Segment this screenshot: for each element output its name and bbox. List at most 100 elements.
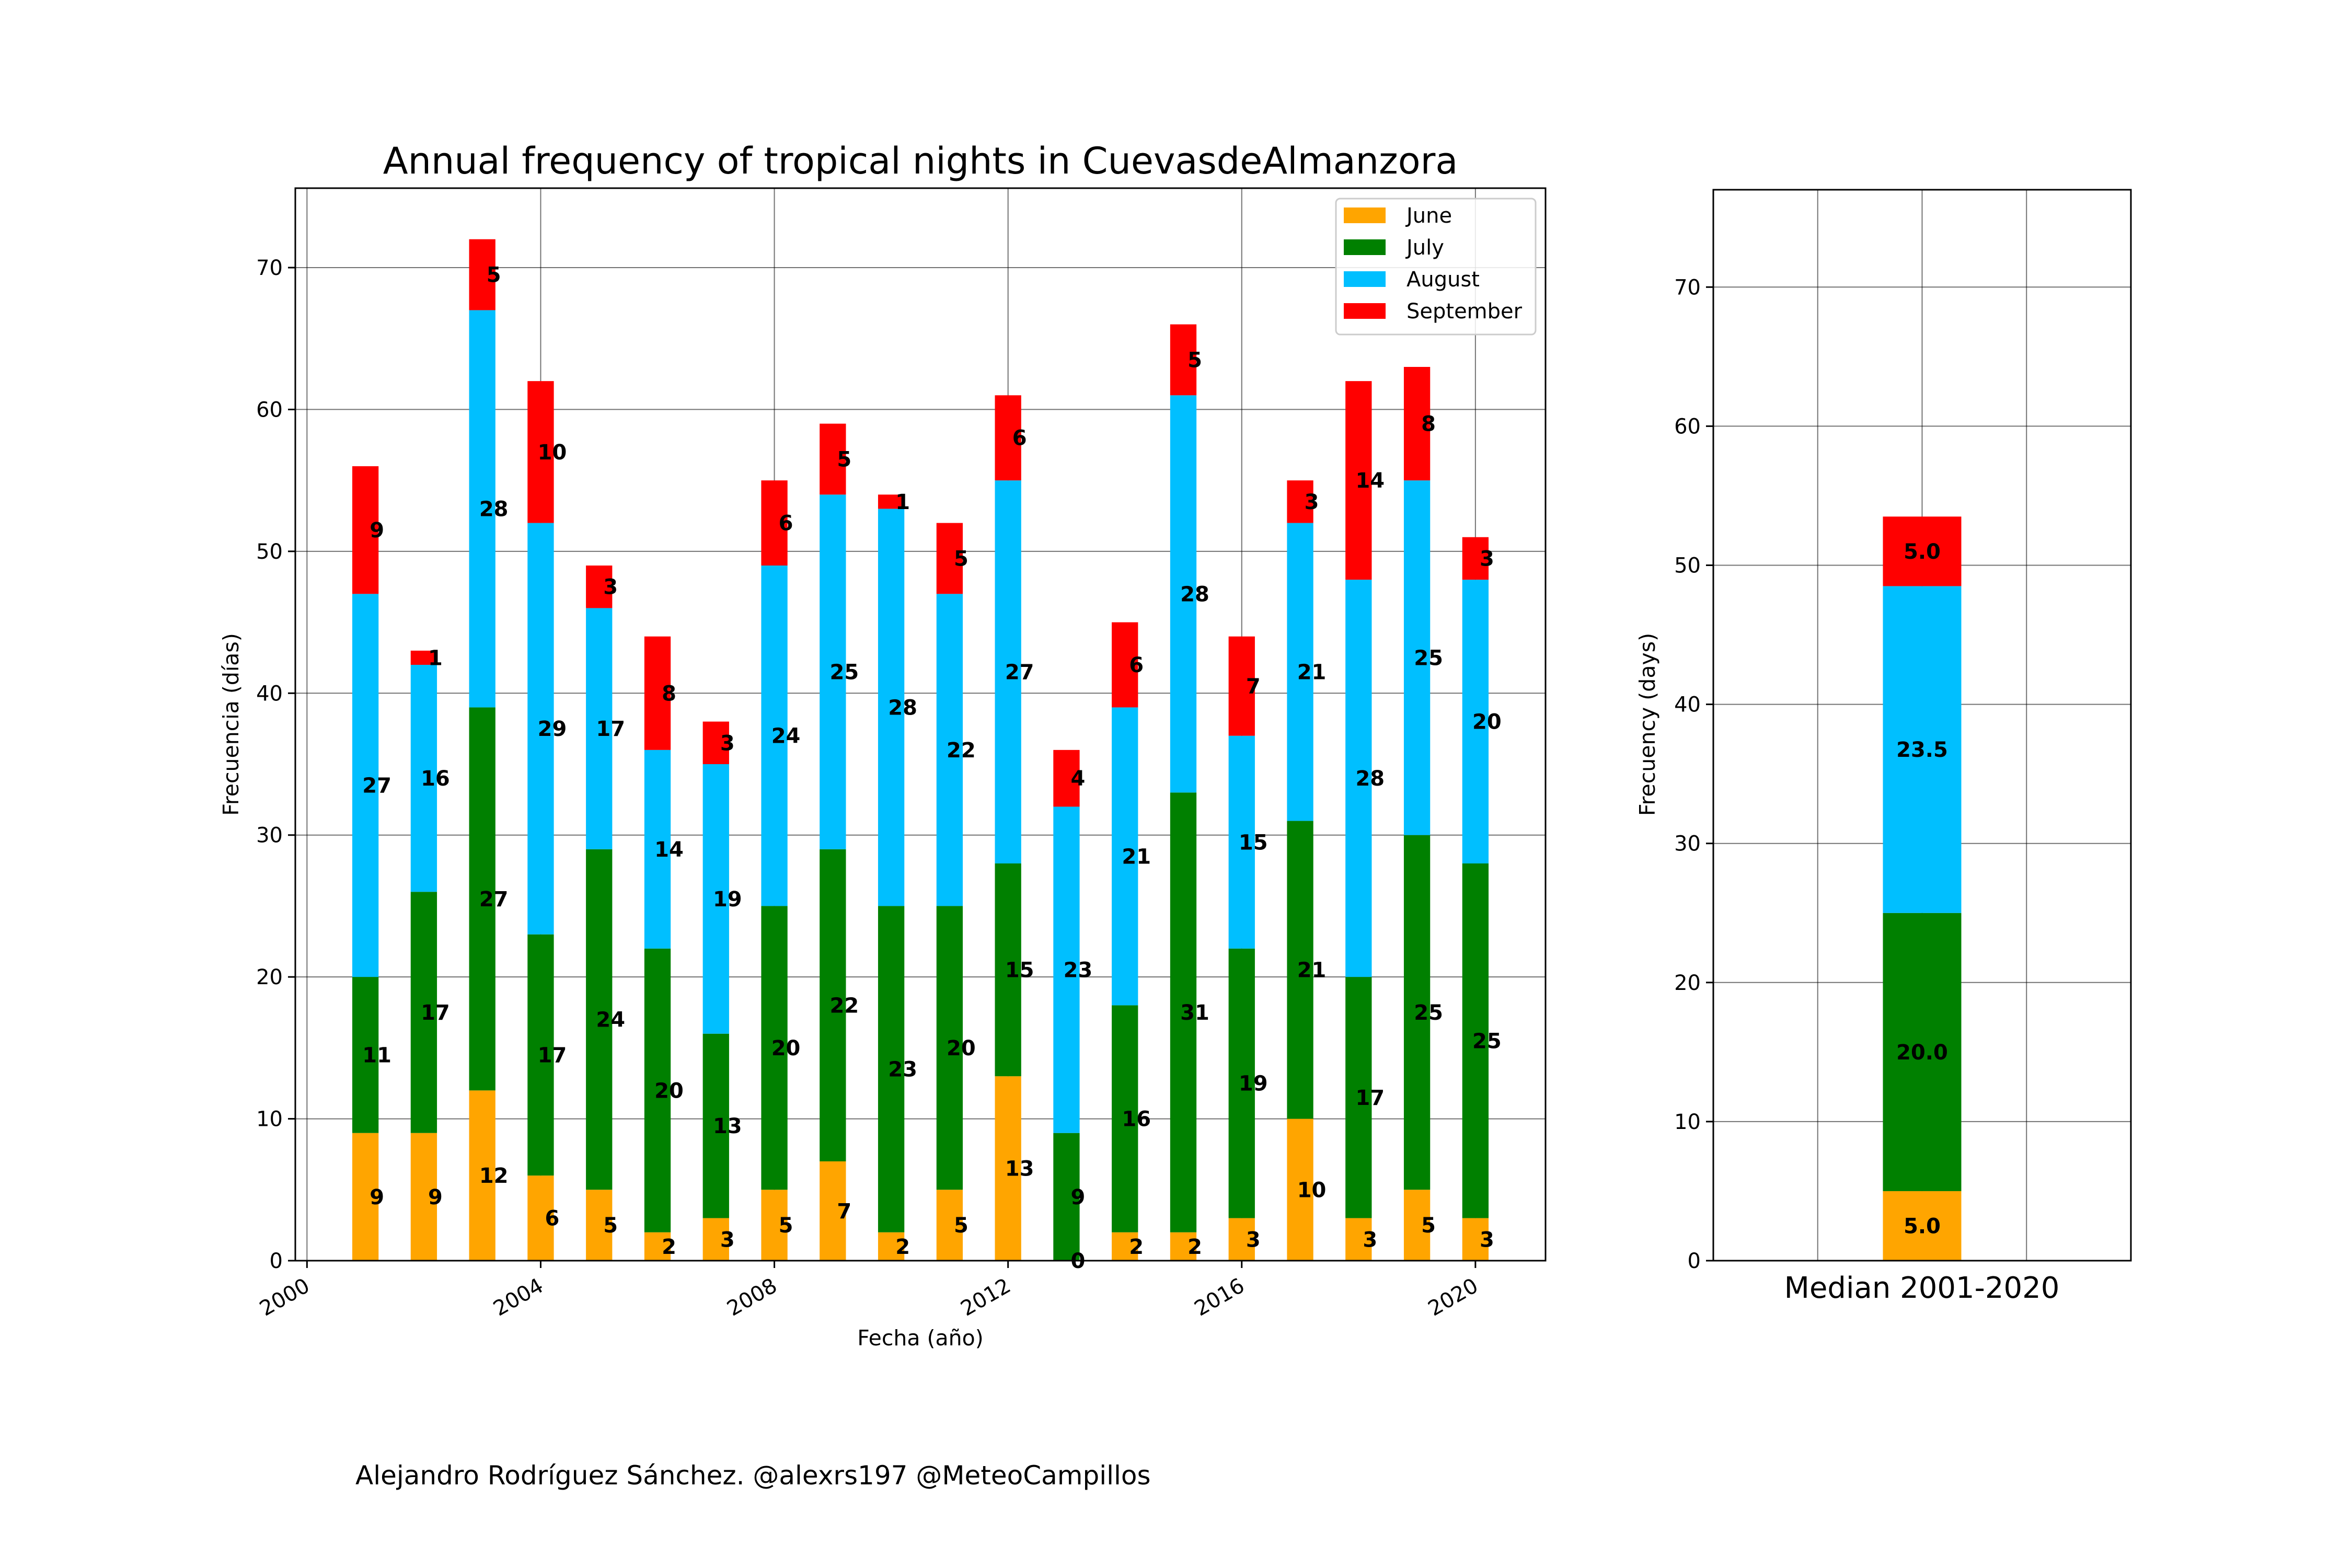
data-label-2013-august: 23: [1064, 959, 1093, 983]
main-bars: [352, 239, 1489, 1261]
data-label-2009-june: 7: [837, 1200, 851, 1224]
main-y-tick-label-20: 20: [256, 965, 283, 989]
median-y-tick-label-70: 70: [1674, 275, 1701, 299]
bar-2004-august: [527, 523, 554, 935]
data-label-2017-september: 3: [1305, 490, 1319, 514]
data-label-2012-september: 6: [1012, 426, 1027, 451]
median-bar-september: [1883, 516, 1962, 586]
bar-2001-september: [352, 466, 379, 594]
bar-2006-august: [644, 750, 671, 949]
data-label-2003-september: 5: [487, 263, 501, 287]
bar-2011-august: [936, 594, 963, 906]
bar-2016-july: [1228, 948, 1255, 1218]
data-label-2009-august: 25: [830, 661, 859, 685]
legend-label-september: September: [1406, 299, 1523, 324]
bar-2012-august: [995, 480, 1021, 863]
bar-2005-september: [586, 566, 613, 608]
bar-2018-september: [1345, 381, 1372, 580]
bar-2016-june: [1228, 1218, 1255, 1261]
data-label-2002-august: 16: [421, 767, 450, 791]
data-label-2012-june: 13: [1005, 1157, 1034, 1181]
data-label-2007-june: 3: [720, 1228, 735, 1252]
bar-2005-august: [586, 608, 613, 849]
bar-2020-september: [1462, 537, 1489, 580]
main-y-tick-label-50: 50: [256, 540, 283, 564]
data-label-2008-september: 6: [779, 512, 793, 536]
bar-2001-july: [352, 977, 379, 1133]
bar-2004-september: [527, 381, 554, 523]
legend-swatch-august: [1344, 271, 1386, 287]
bar-2006-june: [644, 1232, 671, 1261]
bar-2009-july: [820, 849, 846, 1161]
bar-2003-august: [469, 310, 495, 708]
bar-2009-june: [820, 1161, 846, 1261]
data-label-2009-july: 22: [830, 994, 859, 1018]
data-label-2001-september: 9: [370, 518, 384, 543]
data-label-2020-september: 3: [1480, 547, 1494, 571]
data-label-2020-july: 25: [1472, 1029, 1502, 1053]
bar-2015-june: [1170, 1232, 1197, 1261]
bar-2010-june: [878, 1232, 905, 1261]
data-label-2018-august: 28: [1355, 767, 1385, 791]
bar-2017-june: [1287, 1119, 1313, 1261]
bar-2002-july: [410, 892, 437, 1133]
bar-2008-august: [761, 566, 788, 906]
bar-2017-september: [1287, 480, 1313, 523]
bar-2018-august: [1345, 580, 1372, 977]
bar-2006-july: [644, 948, 671, 1232]
data-label-2015-july: 31: [1180, 1001, 1209, 1025]
bar-2003-june: [469, 1090, 495, 1261]
bar-2011-july: [936, 906, 963, 1190]
data-label-2010-july: 23: [888, 1058, 917, 1082]
bar-2014-september: [1112, 622, 1138, 708]
bar-2012-june: [995, 1076, 1021, 1261]
bar-2009-august: [820, 494, 846, 849]
data-label-2019-august: 25: [1414, 646, 1443, 670]
median-x-axis-label: Median 2001-2020: [1784, 1271, 2060, 1305]
data-label-2002-june: 9: [428, 1185, 443, 1209]
bar-2004-july: [527, 934, 554, 1176]
median-data-label-july: 20.0: [1896, 1041, 1948, 1065]
bar-2019-july: [1403, 835, 1431, 1190]
data-label-2016-september: 7: [1246, 675, 1261, 699]
bar-2015-september: [1170, 324, 1197, 396]
bar-2007-june: [702, 1218, 729, 1261]
data-label-2008-august: 24: [771, 724, 801, 748]
bar-2019-august: [1403, 480, 1431, 835]
main-y-tick-label-10: 10: [256, 1108, 283, 1132]
data-label-2006-august: 14: [654, 838, 684, 862]
data-label-2018-june: 3: [1363, 1228, 1377, 1252]
data-label-2017-july: 21: [1297, 959, 1327, 983]
data-label-2003-august: 28: [479, 497, 509, 521]
data-label-2014-september: 6: [1129, 653, 1144, 677]
data-label-2002-july: 17: [421, 1001, 450, 1025]
bar-2016-august: [1228, 735, 1255, 949]
bar-2016-september: [1228, 636, 1255, 736]
data-label-2011-june: 5: [954, 1214, 969, 1238]
main-data-labels: 9112799171611227285617291052417322014831…: [362, 263, 1501, 1273]
bar-2007-september: [702, 721, 729, 764]
legend-swatch-september: [1344, 303, 1386, 319]
data-label-2014-july: 16: [1122, 1108, 1151, 1132]
median-y-axis-label: Frecuency (days): [1635, 633, 1660, 816]
data-label-2010-september: 1: [895, 490, 910, 514]
bar-2017-august: [1287, 523, 1313, 821]
data-label-2005-august: 17: [596, 717, 625, 741]
median-y-tick-label-10: 10: [1674, 1110, 1701, 1134]
bar-2013-july: [1053, 1133, 1080, 1261]
data-label-2004-june: 6: [545, 1207, 560, 1231]
data-label-2012-august: 27: [1005, 661, 1034, 685]
data-label-2010-june: 2: [895, 1235, 910, 1259]
bar-2007-july: [702, 1033, 729, 1218]
main-y-tick-label-0: 0: [270, 1249, 283, 1273]
median-ticks: 0 10 20 30 40 50 60 70: [1674, 275, 1713, 1273]
data-label-2003-june: 12: [479, 1164, 509, 1188]
data-label-2020-august: 20: [1472, 710, 1502, 734]
main-y-tick-label-40: 40: [256, 682, 283, 706]
main-chart-title: Annual frequency of tropical nights in C…: [383, 140, 1458, 182]
data-label-2019-july: 25: [1414, 1001, 1443, 1025]
data-label-2007-august: 19: [713, 887, 742, 912]
bar-2003-july: [469, 707, 495, 1091]
data-label-2001-july: 11: [362, 1043, 391, 1067]
